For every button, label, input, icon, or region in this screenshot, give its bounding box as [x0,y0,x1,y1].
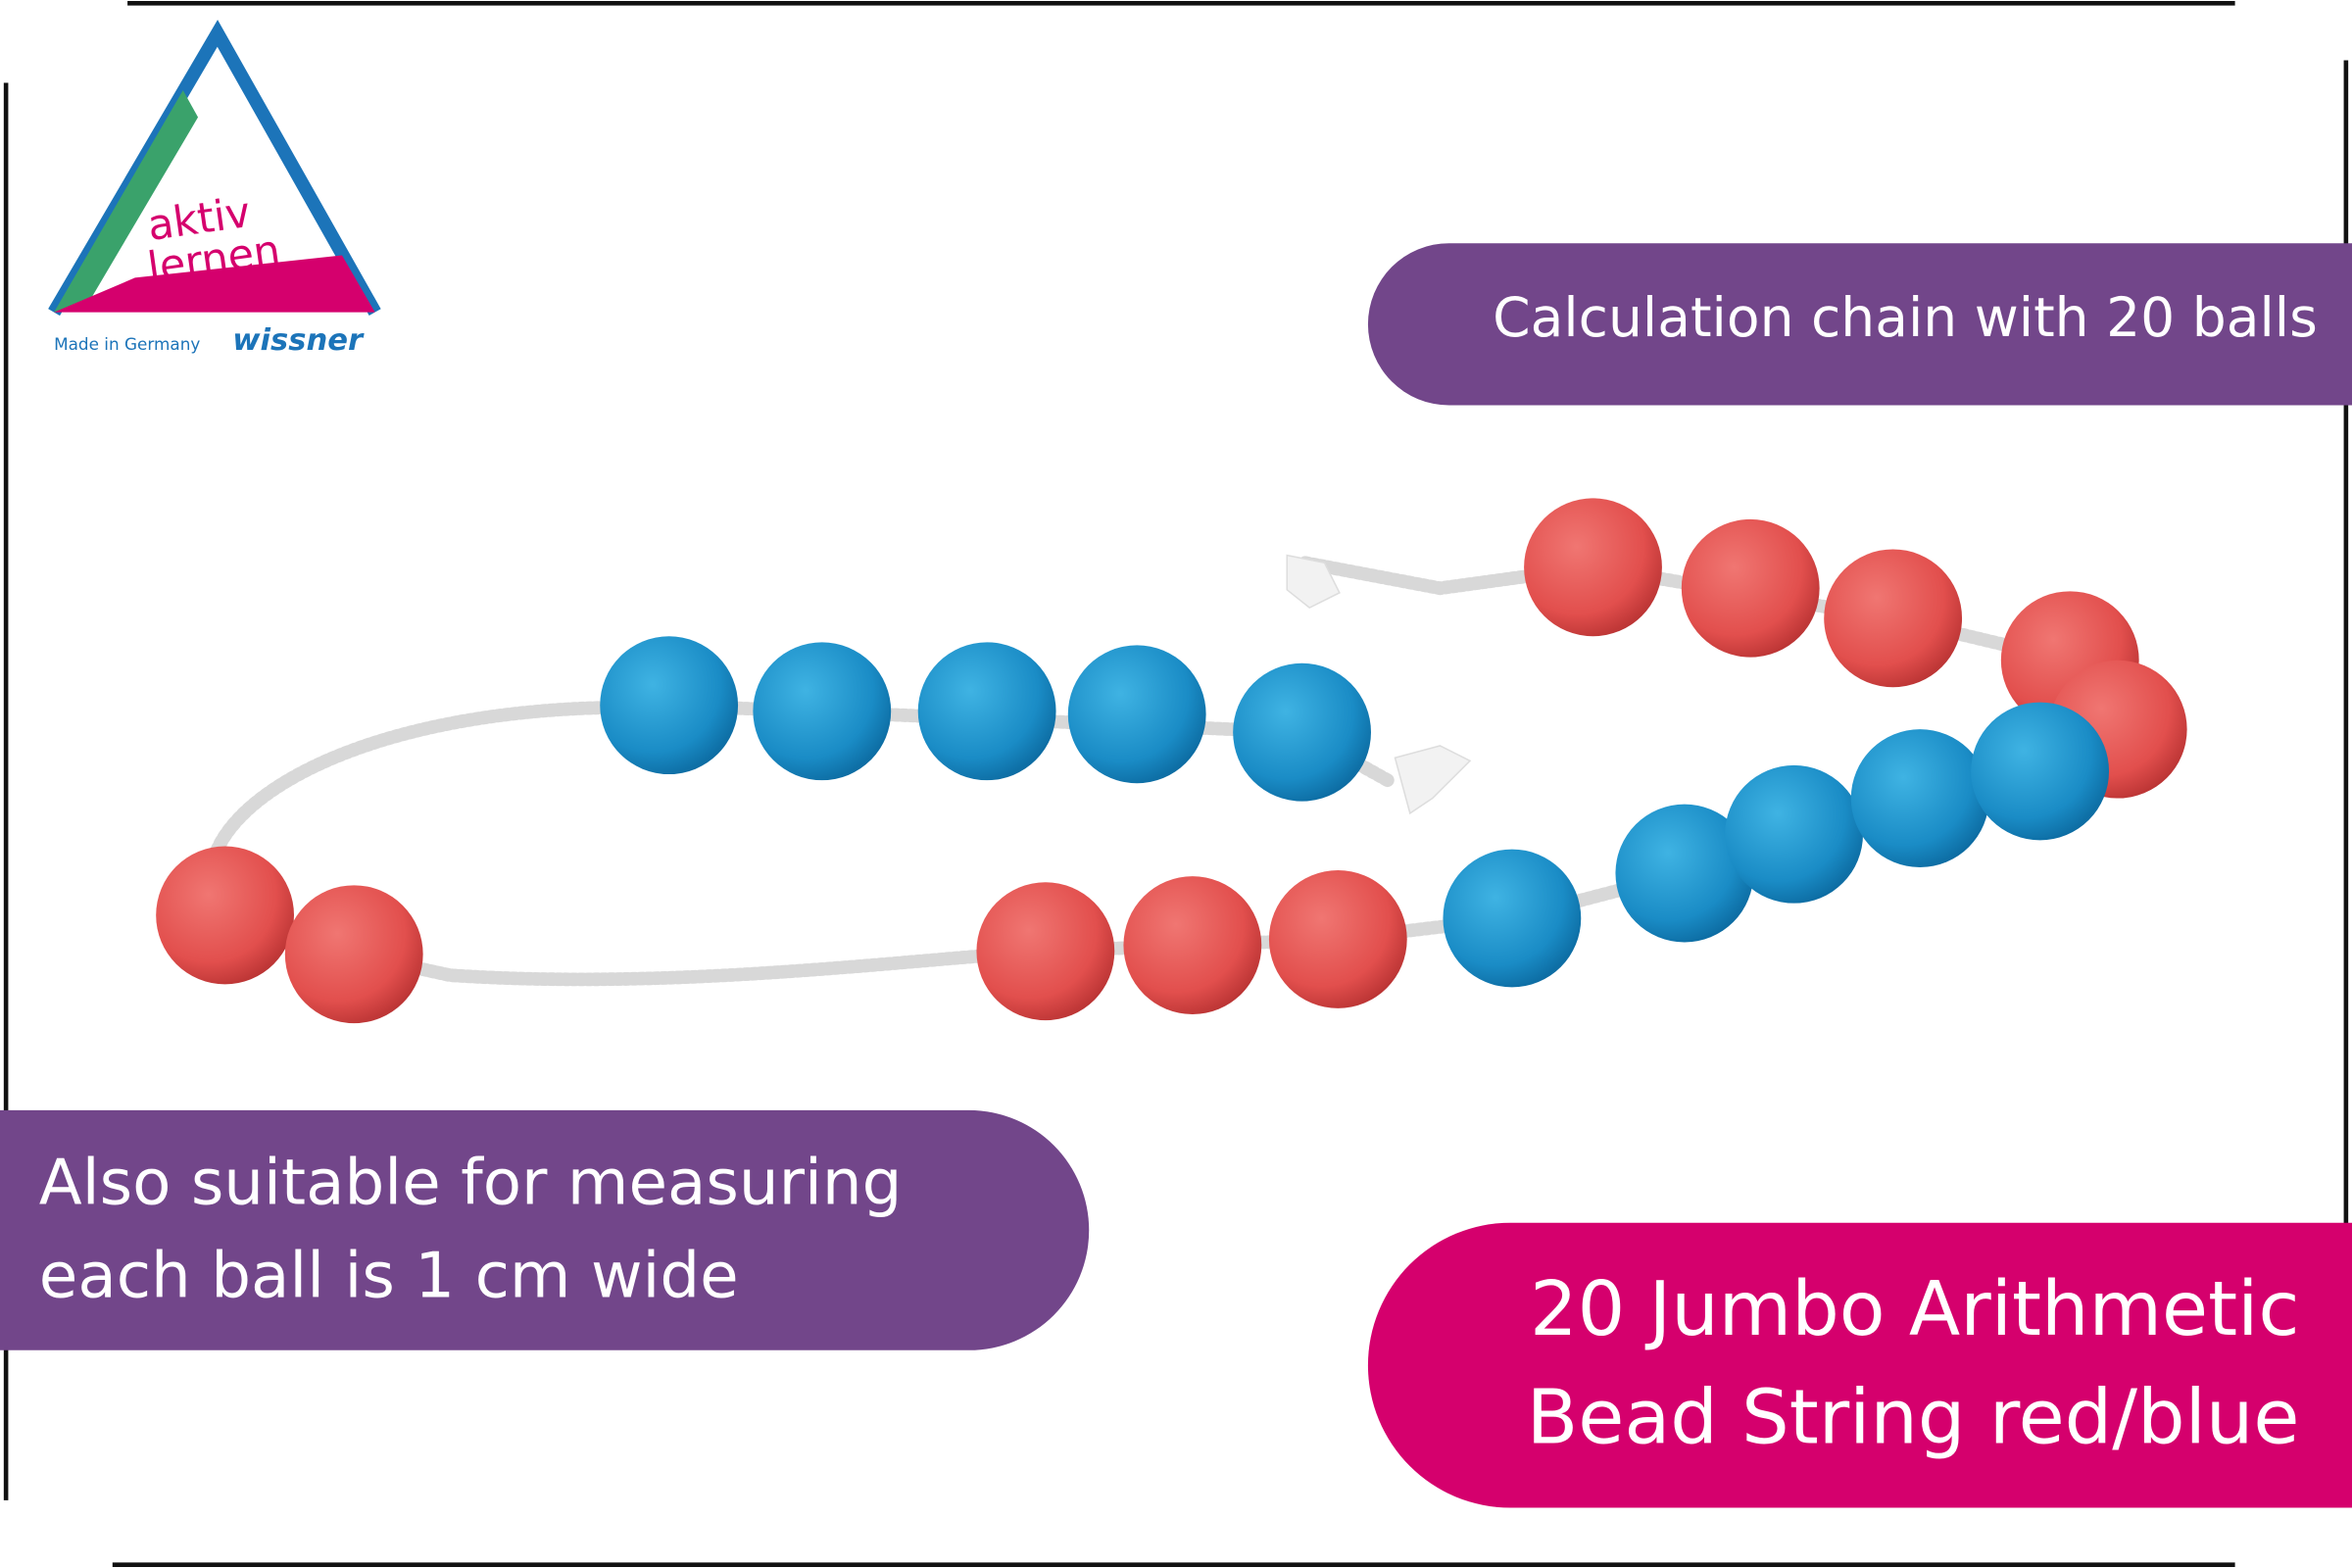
blue-bead [1615,804,1754,943]
blue-bead [1725,764,1864,904]
blue-bead [1443,849,1582,988]
red-bead [156,846,294,985]
blue-bead [600,636,739,775]
banner-top-text: Calculation chain with 20 balls [1493,286,2318,349]
blue-bead [1233,662,1371,802]
red-bead [976,882,1115,1021]
red-bead [1524,498,1662,637]
banner-top [1367,243,2352,406]
red-bead [1824,549,1963,688]
red-bead [1123,876,1262,1014]
blue-bead [1067,645,1206,784]
banner-left-line: Also suitable for measuring [39,1147,903,1220]
banner-right-line: Bead String red/blue [1527,1374,2300,1461]
logo: aktiv lernen Made in Germany wissner [48,20,381,358]
blue-bead [1971,702,2110,841]
bead-string [156,498,2187,1024]
blue-bead [1850,729,1989,867]
red-bead [1268,870,1407,1008]
logo-made-in: Made in Germany [54,334,200,354]
red-bead [284,885,423,1024]
banner-left [0,1109,1090,1350]
red-bead [1681,518,1820,658]
banner-right-line: 20 Jumbo Arithmetic [1530,1266,2299,1353]
blue-bead [917,642,1056,781]
banner-left-line: each ball is 1 cm wide [39,1239,739,1312]
logo-brand: wissner [232,323,365,358]
banner-right [1367,1222,2352,1508]
blue-bead [753,642,892,781]
